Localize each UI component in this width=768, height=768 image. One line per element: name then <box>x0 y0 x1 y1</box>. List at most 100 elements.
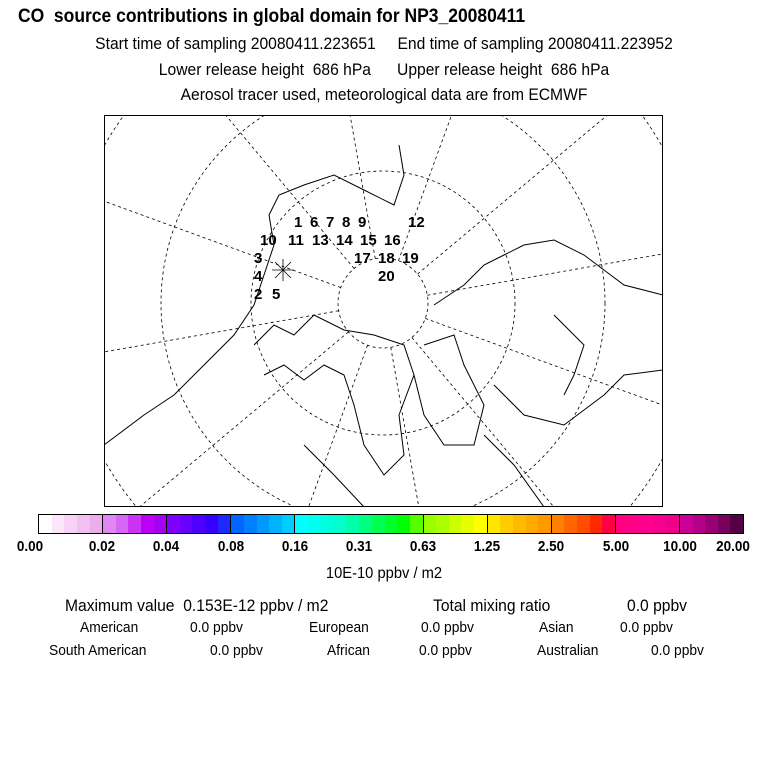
colorbar-tick-label: 0.31 <box>345 538 373 555</box>
asian-label: Asian <box>539 619 574 636</box>
south-american-label: South American <box>49 642 147 659</box>
european-label: European <box>309 619 369 636</box>
color-swatch <box>461 515 475 533</box>
color-swatch <box>615 515 629 533</box>
color-swatch <box>76 515 90 533</box>
sampling-times: Start time of sampling 20080411.223651 E… <box>31 34 738 54</box>
color-swatch <box>397 515 410 533</box>
color-swatch <box>205 515 218 533</box>
trajectory-label: 14 <box>336 232 353 249</box>
south-american-value: 0.0 ppbv <box>210 642 263 659</box>
color-swatch <box>474 515 487 533</box>
graticule <box>104 115 663 507</box>
asian-value: 0.0 ppbv <box>620 619 673 636</box>
trajectory-label: 9 <box>358 214 366 231</box>
color-swatch <box>269 515 282 533</box>
colorbar-tick-label: 0.02 <box>89 538 116 555</box>
color-swatch <box>423 515 437 533</box>
colorbar-tick-label: 0.08 <box>217 538 244 555</box>
total-mixing-label: Total mixing ratio <box>433 596 551 615</box>
colorbar-segment <box>103 515 168 533</box>
colorbar-segment <box>551 515 616 533</box>
trajectory-label: 15 <box>360 232 377 249</box>
colorbar-tick-label: 5.00 <box>602 538 629 555</box>
colorbar-tick-label: 0.04 <box>153 538 180 555</box>
trajectory-label: 20 <box>378 268 395 285</box>
colorbar-segment <box>39 515 104 533</box>
colorbar-tick-label: 0.00 <box>16 538 44 555</box>
colorbar-segment <box>167 515 232 533</box>
trajectory-label: 7 <box>326 214 334 231</box>
color-swatch <box>551 515 565 533</box>
color-swatch <box>692 515 706 533</box>
color-swatch <box>281 515 295 533</box>
color-swatch <box>128 515 141 533</box>
australian-label: Australian <box>537 642 599 659</box>
colorbar-segment <box>359 515 424 533</box>
colorbar-tick-label: 1.25 <box>474 538 501 555</box>
color-swatch <box>705 515 718 533</box>
color-swatch <box>295 515 308 533</box>
color-swatch <box>89 515 103 533</box>
trajectory-label: 16 <box>384 232 401 249</box>
trajectory-label: 18 <box>378 250 395 267</box>
color-swatch <box>51 515 65 533</box>
color-swatch <box>384 515 398 533</box>
trajectory-label: 13 <box>312 232 329 249</box>
american-value: 0.0 ppbv <box>190 619 243 636</box>
color-swatch <box>231 515 244 533</box>
color-swatch <box>679 515 693 533</box>
trajectory-label: 8 <box>342 214 350 231</box>
trajectory-label: 6 <box>310 214 318 231</box>
colorbar-segment <box>615 515 680 533</box>
african-value: 0.0 ppbv <box>419 642 472 659</box>
trajectory-label: 4 <box>254 268 263 285</box>
colorbar-tick-label: 2.50 <box>538 538 565 555</box>
color-swatch <box>320 515 334 533</box>
color-swatch <box>359 515 373 533</box>
color-swatch <box>653 515 667 533</box>
tracer-info: Aerosol tracer used, meteorological data… <box>180 85 588 104</box>
color-swatch <box>641 515 654 533</box>
color-swatch <box>717 515 731 533</box>
color-swatch <box>217 515 231 533</box>
colorbar-unit: 10E-10 ppbv / m2 <box>325 565 443 582</box>
color-swatch <box>345 515 359 533</box>
color-swatch <box>167 515 180 533</box>
start-time: Start time of sampling 20080411.223651 <box>95 34 376 53</box>
color-swatch <box>500 515 513 533</box>
color-swatch <box>538 515 551 533</box>
color-swatch <box>730 515 744 533</box>
color-swatch <box>564 515 577 533</box>
color-swatch <box>103 515 116 533</box>
trajectory-label: 17 <box>354 250 371 267</box>
colorbar-segment <box>679 515 744 533</box>
color-swatch <box>153 515 167 533</box>
colorbar-segment <box>231 515 296 533</box>
end-time: End time of sampling 20080411.223952 <box>397 34 673 53</box>
colorbar-tick-label: 10.00 <box>662 538 697 555</box>
color-swatch <box>589 515 603 533</box>
color-swatch <box>140 515 154 533</box>
maximum-value: Maximum value 0.153E-12 ppbv / m2 <box>65 596 329 615</box>
color-swatch <box>487 515 501 533</box>
color-swatch <box>577 515 590 533</box>
color-swatch <box>333 515 346 533</box>
release-heights: Lower release height 686 hPa Upper relea… <box>31 60 738 80</box>
trajectory-label: 11 <box>288 232 304 249</box>
color-swatch <box>39 515 52 533</box>
color-swatch <box>192 515 206 533</box>
trajectory-label: 5 <box>272 286 280 303</box>
color-swatch <box>409 515 423 533</box>
color-swatch <box>628 515 642 533</box>
trajectory-label: 2 <box>254 286 262 303</box>
release-site-marker <box>272 259 294 281</box>
color-swatch <box>179 515 193 533</box>
color-swatch <box>372 515 385 533</box>
color-swatch <box>243 515 257 533</box>
upper-release-height: Upper release height 686 hPa <box>397 60 610 79</box>
plot-title: CO source contributions in global domain… <box>18 6 526 27</box>
colorbar-segment <box>295 515 360 533</box>
